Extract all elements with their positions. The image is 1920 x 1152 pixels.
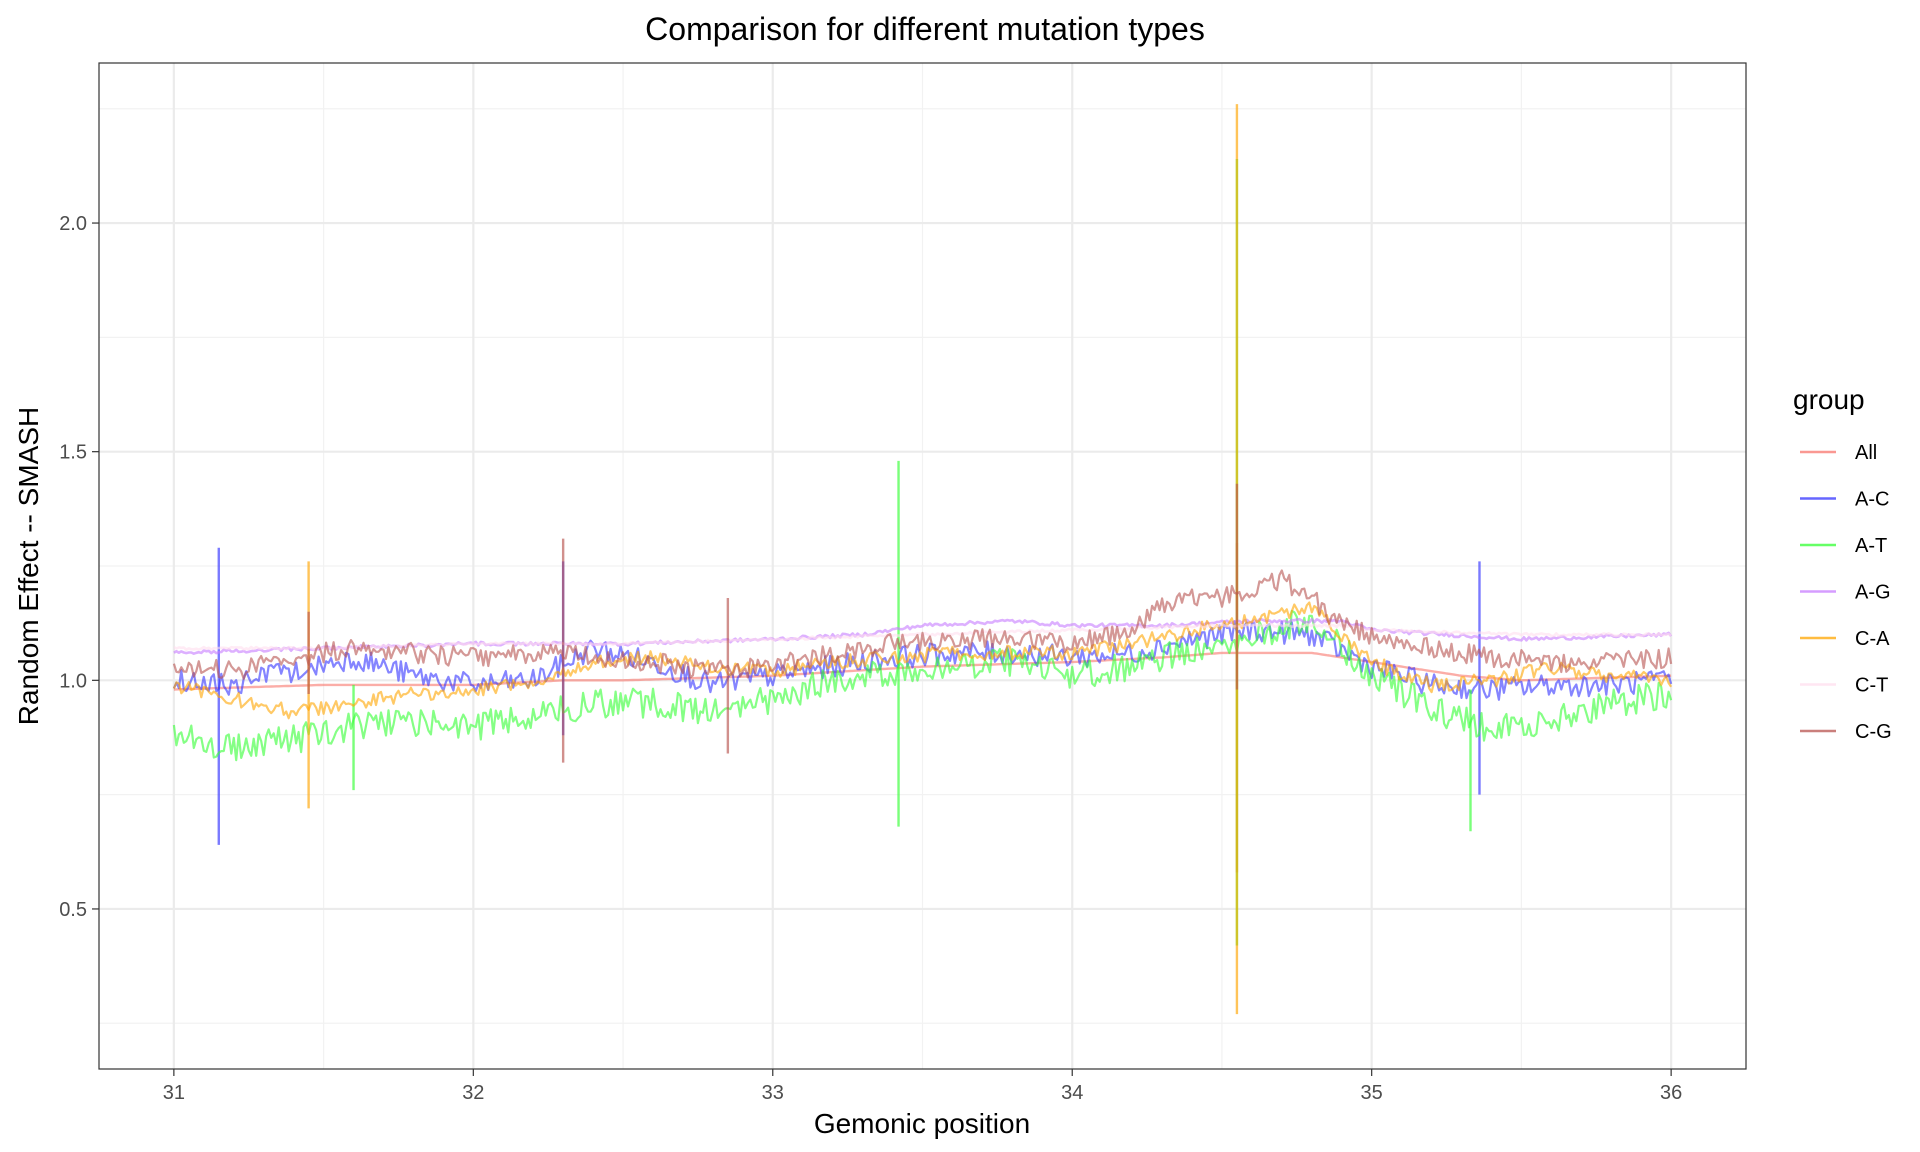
- x-tick-label: 35: [1361, 1082, 1383, 1104]
- legend-label: A-C: [1855, 489, 1889, 511]
- x-tick-label: 33: [762, 1082, 784, 1104]
- y-tick-label: 1.5: [59, 442, 87, 464]
- legend-label: C-A: [1855, 628, 1890, 650]
- x-tick-label: 36: [1660, 1082, 1682, 1104]
- y-tick-label: 0.5: [59, 899, 87, 921]
- y-tick-label: 2.0: [59, 213, 87, 235]
- series-layer: [172, 104, 1673, 1015]
- legend-label: C-T: [1855, 675, 1888, 697]
- legend-label: A-G: [1855, 582, 1891, 604]
- series-line-A-T: [172, 609, 1673, 762]
- y-axis: 0.5 1.0 1.5 2.0: [59, 213, 99, 921]
- series-line-C-A: [172, 601, 1673, 720]
- chart-title: Comparison for different mutation types: [645, 11, 1205, 47]
- legend: group All A-C A-T A-G C-A C-T C-G: [1793, 384, 1892, 743]
- y-axis-title: Random Effect -- SMASH: [13, 407, 44, 725]
- x-tick-label: 34: [1061, 1082, 1083, 1104]
- x-axis: 31 32 33 34 35 36: [163, 1069, 1682, 1104]
- series-line-A-C: [172, 620, 1673, 701]
- x-tick-label: 32: [462, 1082, 484, 1104]
- legend-label: C-G: [1855, 721, 1892, 743]
- x-tick-label: 31: [163, 1082, 185, 1104]
- plot-border: [98, 62, 1747, 1070]
- y-tick-label: 1.0: [59, 670, 87, 692]
- legend-label: A-T: [1855, 535, 1887, 557]
- legend-title: group: [1793, 384, 1865, 415]
- legend-label: All: [1855, 442, 1877, 464]
- x-axis-title: Gemonic position: [814, 1108, 1030, 1139]
- series-line-C-G: [172, 569, 1673, 680]
- grid: [99, 63, 1746, 1069]
